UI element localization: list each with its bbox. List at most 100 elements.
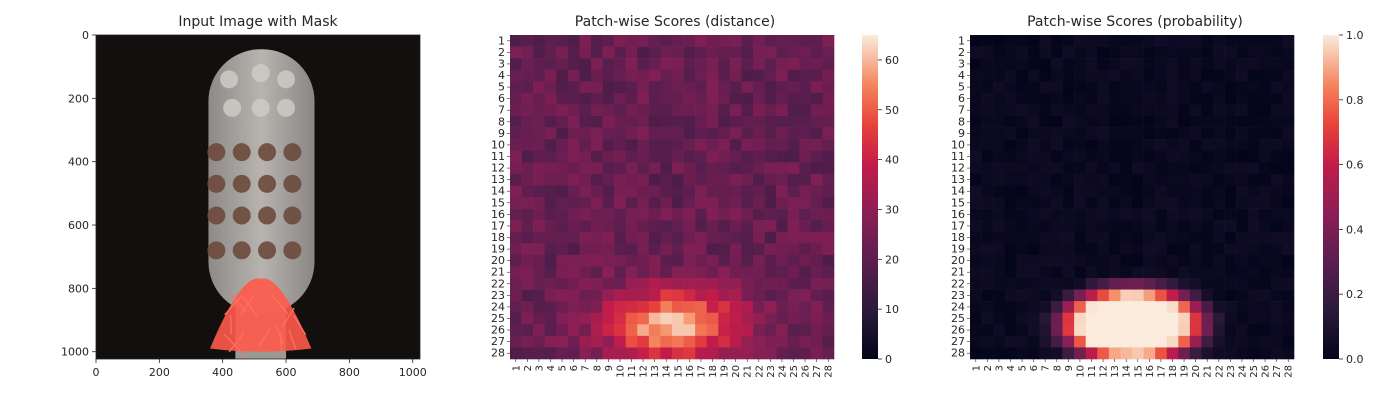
heatmap-cell (1270, 254, 1283, 267)
heatmap-cell (787, 347, 800, 360)
heatmap-cell (510, 81, 522, 94)
heatmap-cell (1097, 69, 1110, 82)
heatmap-cell (533, 243, 546, 256)
heatmap-cell (1236, 116, 1249, 128)
heatmap-cell (1224, 197, 1237, 209)
heatmap-cell (1201, 35, 1214, 47)
heatmap-cell (970, 104, 982, 117)
heatmap-cell (510, 139, 522, 152)
heatmap-cell (1178, 35, 1191, 47)
heatmap-cell (648, 266, 661, 279)
mask-bristle-stroke (223, 333, 243, 354)
row-tick-label: 14 (951, 185, 965, 198)
mask-bristle-stroke (240, 294, 255, 315)
heatmap-cell (1201, 231, 1214, 244)
heatmap-cell (1027, 139, 1040, 152)
row-tick-label: 1 (958, 34, 965, 47)
heatmap-cell (1004, 185, 1017, 198)
heatmap-cell (1016, 243, 1029, 256)
heatmap-cell (1132, 289, 1144, 302)
heatmap-cell (810, 335, 823, 348)
heatmap-cell (787, 139, 800, 152)
heatmap-cell (1201, 162, 1214, 175)
heatmap-cell (776, 301, 789, 314)
heatmap-cell (993, 150, 1006, 163)
heatmap-cell (706, 150, 719, 163)
heatmap-cell (753, 301, 765, 314)
heatmap-cell (1270, 208, 1283, 221)
heatmap-cell (591, 116, 603, 128)
heatmap-cell (1004, 46, 1017, 59)
heatmap-cell (1132, 81, 1144, 94)
heatmap-cell (764, 301, 777, 314)
heatmap-cell (533, 208, 546, 221)
heatmap-cell (544, 116, 557, 128)
x-tick-label: 1000 (399, 366, 427, 379)
heatmap-cell (556, 104, 569, 117)
heatmap-cell (544, 220, 557, 233)
heatmap-cell (981, 335, 994, 348)
colorbar-tick-label: 40 (885, 154, 899, 167)
heatmap-cell (1085, 347, 1098, 360)
col-tick-label: 10 (615, 365, 626, 378)
heatmap-cell (1027, 278, 1040, 290)
heatmap-cell (556, 162, 569, 175)
heatmap-cell (1236, 312, 1249, 325)
heatmap-cell (695, 254, 708, 267)
heatmap-cell (1259, 324, 1272, 337)
heatmap-cell (718, 92, 731, 105)
heatmap-cell (706, 81, 719, 94)
heatmap-cell (1224, 301, 1237, 314)
heatmap-cell (810, 231, 823, 244)
heatmap-cell (510, 116, 522, 128)
heatmap-cell (1236, 220, 1249, 233)
heatmap-cell (544, 185, 557, 198)
heatmap-cell (579, 92, 592, 105)
heatmap-cell (1062, 116, 1075, 128)
heatmap-cell (1247, 92, 1260, 105)
heatmap-cell (591, 197, 603, 209)
heatmap-cell (672, 335, 684, 348)
heatmap-cell (981, 254, 994, 267)
heatmap-cell (1270, 173, 1283, 186)
heatmap-cell (1282, 231, 1295, 244)
heatmap-cell (718, 58, 731, 71)
heatmap-cell (579, 312, 592, 325)
mask-bristle-stroke (228, 332, 245, 353)
heatmap-cell (1016, 335, 1029, 348)
heatmap-cell (810, 208, 823, 221)
col-tick-label: 1 (511, 365, 522, 371)
heatmap-cell (521, 81, 534, 94)
heatmap-cell (1062, 312, 1075, 325)
heatmap-cell (993, 301, 1006, 314)
heatmap-cell (970, 197, 982, 209)
heatmap-cell (993, 58, 1006, 71)
heatmap-cell (741, 301, 754, 314)
heatmap-cell (1120, 127, 1133, 140)
heatmap-cell (787, 116, 800, 128)
heatmap-cell (521, 243, 534, 256)
heatmap-cell (787, 231, 800, 244)
heatmap-cell (993, 104, 1006, 117)
heatmap-cell (706, 208, 719, 221)
col-tick-label: 18 (1168, 365, 1179, 378)
heatmap-cell (521, 139, 534, 152)
heatmap-cell (1004, 243, 1017, 256)
input-image-frame (95, 34, 421, 360)
heatmap-cell (556, 243, 569, 256)
heatmap-cell (1189, 324, 1202, 337)
heatmap-cell (822, 301, 835, 314)
heatmap-cell (648, 197, 661, 209)
heatmap-cell (1166, 81, 1179, 94)
heatmap-cell (741, 92, 754, 105)
heatmap-cell (993, 127, 1006, 140)
heatmap-cell (602, 58, 615, 71)
row-tick-label: 23 (951, 289, 965, 302)
heatmap-cell (1027, 58, 1040, 71)
heatmap-cell (533, 173, 546, 186)
heatmap-cell (602, 324, 615, 337)
heatmap-cell (1120, 92, 1133, 105)
heatmap-cell (1085, 312, 1098, 325)
heatmap-cell (1051, 173, 1063, 186)
heatmap-cell (1085, 127, 1098, 140)
